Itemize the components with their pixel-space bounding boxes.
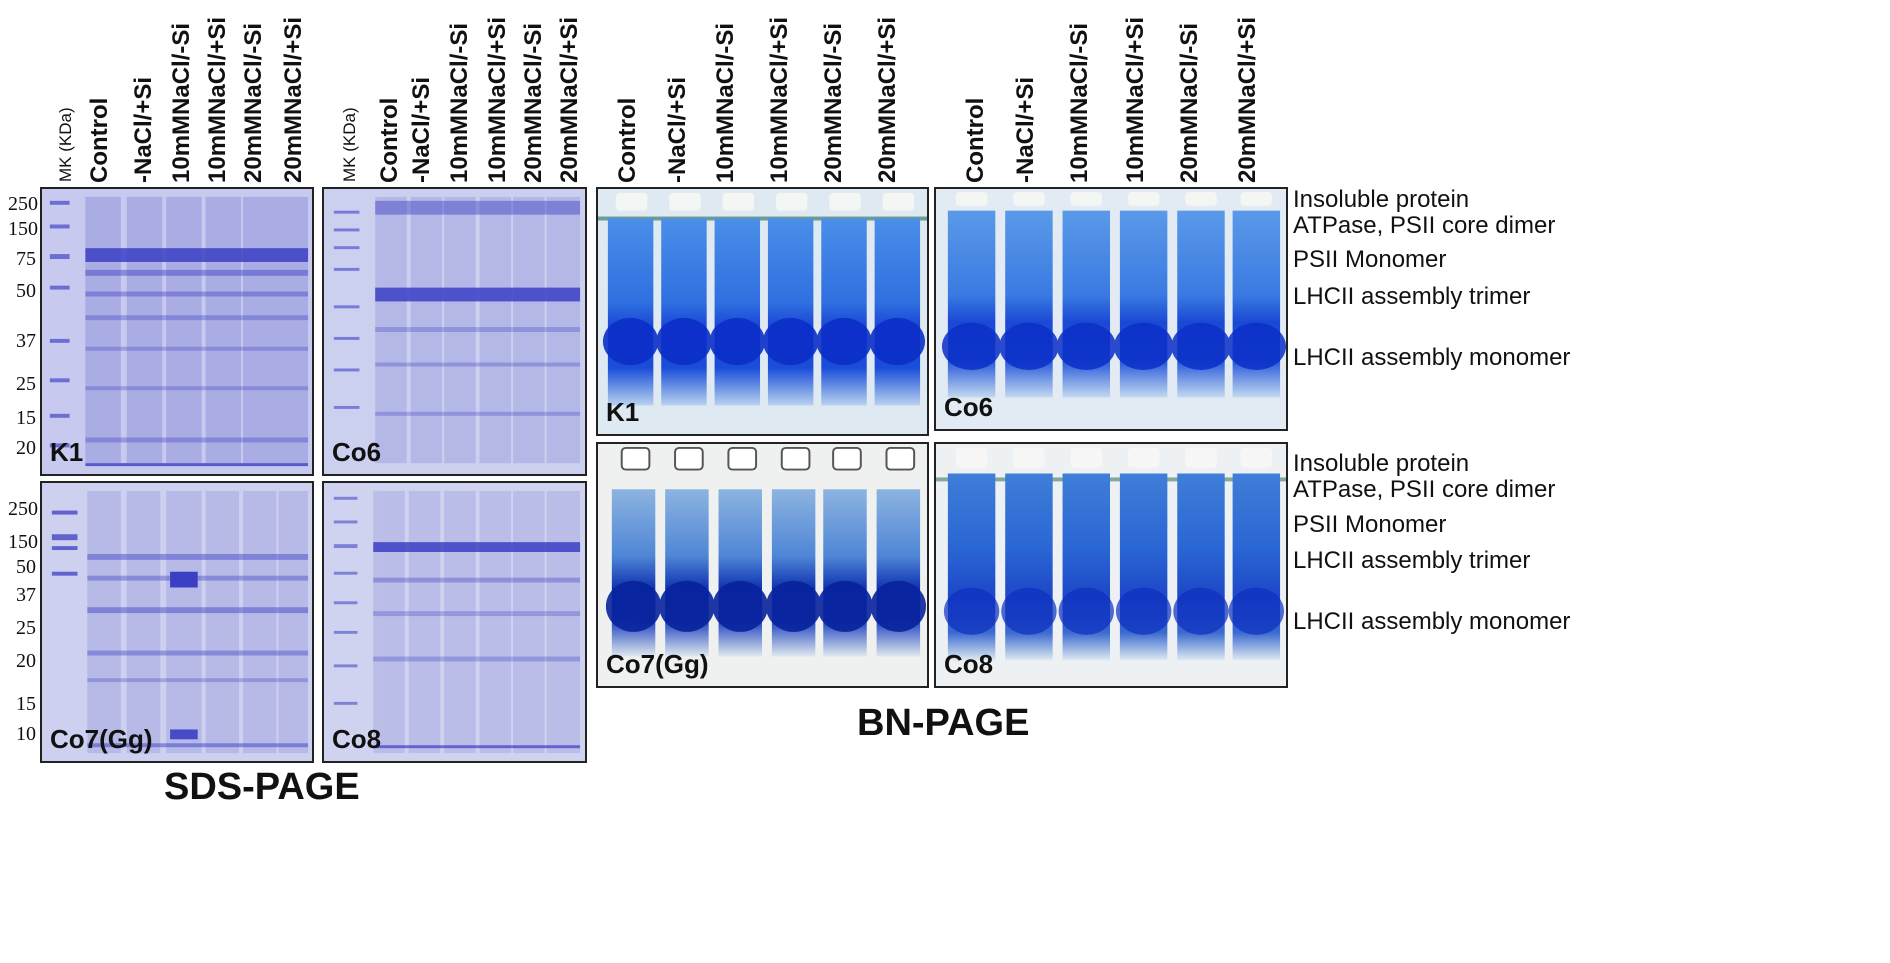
bn-gel-k1: K1 (596, 187, 929, 436)
gel-name: Co8 (332, 724, 382, 754)
bn-lane-header: 10mMNaCl/+Si (1122, 16, 1149, 183)
gel-image (936, 444, 1286, 686)
band-label: ATPase, PSII core dimer (1293, 476, 1556, 503)
gel-name: K1 (50, 437, 84, 467)
sds-lane-header: 20mMNaCl/-Si (240, 22, 267, 183)
sds-gel-co7: Co7(Gg) (40, 481, 314, 763)
mw-marker: 20 (16, 650, 36, 672)
mw-marker: 250 (8, 498, 38, 520)
sds-gel-k1: K1 (40, 187, 314, 476)
bn-gel-co7: Co7(Gg) (596, 442, 929, 688)
bn-lane-header: 10mMNaCl/-Si (1066, 22, 1093, 183)
band-label: LHCII assembly monomer (1293, 608, 1571, 635)
sds-lane-header: 20mMNaCl/+Si (280, 16, 307, 183)
band-label: LHCII assembly monomer (1293, 344, 1571, 371)
mw-marker: 15 (16, 407, 36, 429)
band-label: Insoluble protein (1293, 450, 1470, 477)
band-label: LHCII assembly trimer (1293, 283, 1531, 310)
band-label: Insoluble protein (1293, 186, 1470, 213)
gel-name: K1 (606, 397, 640, 427)
sds-gel-co6: Co6 (322, 187, 587, 476)
sds-lane-header: 20mMNaCl/-Si (520, 22, 547, 183)
bn-lane-header: Control (614, 97, 641, 183)
sds-lane-header: Control (86, 97, 113, 183)
gel-name: Co8 (944, 649, 994, 679)
gel-name: Co7(Gg) (50, 724, 153, 754)
sds-marker-header: MK (KDa) (56, 107, 75, 182)
bn-lane-header: -NaCl/+Si (664, 76, 691, 183)
bn-lane-header: 20mMNaCl/+Si (1234, 16, 1261, 183)
gel-name: Co6 (944, 392, 994, 422)
bn-lane-header: -NaCl/+Si (1012, 76, 1039, 183)
sds-page-title: SDS-PAGE (164, 766, 360, 808)
gel-image (598, 189, 927, 434)
gel-image (598, 444, 927, 686)
mw-marker: 50 (16, 280, 36, 302)
sds-lane-header: 10mMNaCl/+Si (204, 16, 231, 183)
gel-image (324, 189, 585, 474)
bn-lane-header: 20mMNaCl/-Si (820, 22, 847, 183)
gel-image (42, 483, 312, 761)
mw-marker: 37 (16, 330, 36, 352)
bn-lane-header: 20mMNaCl/-Si (1176, 22, 1203, 183)
sds-lane-header: -NaCl/+Si (408, 76, 435, 183)
bn-page-title: BN-PAGE (857, 702, 1030, 744)
sds-lane-header: Control (376, 97, 403, 183)
bn-gel-co8: Co8 (934, 442, 1288, 688)
mw-marker: 150 (8, 531, 38, 553)
sds-lane-header: 10mMNaCl/-Si (168, 22, 195, 183)
band-label: PSII Monomer (1293, 246, 1447, 273)
mw-marker: 25 (16, 373, 36, 395)
mw-marker: 50 (16, 556, 36, 578)
bn-lane-header: Control (962, 97, 989, 183)
mw-marker: 150 (8, 218, 38, 240)
mw-marker: 250 (8, 193, 38, 215)
bn-lane-header: 20mMNaCl/+Si (874, 16, 901, 183)
mw-marker: 15 (16, 693, 36, 715)
mw-marker: 25 (16, 617, 36, 639)
gel-image (936, 189, 1286, 429)
mw-marker: 20 (16, 437, 36, 459)
band-label: LHCII assembly trimer (1293, 547, 1531, 574)
bn-lane-header: 10mMNaCl/+Si (766, 16, 793, 183)
band-label: PSII Monomer (1293, 511, 1447, 538)
gel-image (42, 189, 312, 474)
sds-gel-co8: Co8 (322, 481, 587, 763)
gel-name: Co7(Gg) (606, 649, 709, 679)
mw-marker: 10 (16, 723, 36, 745)
band-label: ATPase, PSII core dimer (1293, 212, 1556, 239)
mw-marker: 75 (16, 248, 36, 270)
bn-gel-co6: Co6 (934, 187, 1288, 431)
sds-lane-header: -NaCl/+Si (130, 76, 157, 183)
sds-marker-header: MK (KDa) (340, 107, 359, 182)
gel-name: Co6 (332, 437, 382, 467)
bn-lane-header: 10mMNaCl/-Si (712, 22, 739, 183)
sds-lane-header: 10mMNaCl/+Si (484, 16, 511, 183)
mw-marker: 37 (16, 584, 36, 606)
gel-image (324, 483, 585, 761)
sds-lane-header: 20mMNaCl/+Si (556, 16, 583, 183)
sds-lane-header: 10mMNaCl/-Si (446, 22, 473, 183)
